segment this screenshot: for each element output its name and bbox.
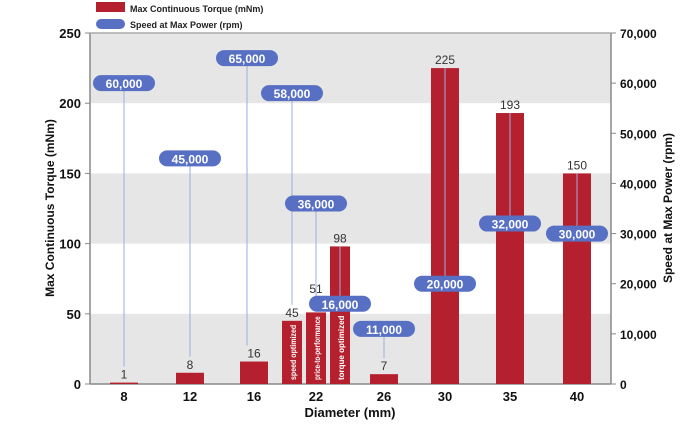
torque-bar [282,320,302,384]
y-tick-label: 50 [67,307,81,322]
speed-value-label: 11,000 [366,323,402,337]
bar-inner-label: price-to-performance [313,316,322,380]
x-tick-label: 16 [247,389,261,404]
speed-pill [546,225,608,242]
speed-pill [414,275,476,292]
torque-bar [370,374,398,384]
speed-value-label: 45,000 [172,152,209,166]
speed-pill [353,320,415,337]
torque-bar [110,382,138,384]
legend-swatch-speed [96,19,125,29]
y2-tick-label: 20,000 [620,278,657,292]
y2-tick-label: 10,000 [620,328,657,342]
y-tick-label: 100 [59,237,81,252]
speed-pill [285,195,347,212]
x-tick-label: 22 [309,389,323,404]
bar-inner-label: speed optimized [289,325,298,380]
legend-label-speed: Speed at Max Power (rpm) [130,20,243,30]
x-tick-label: 12 [183,389,197,404]
y-axis-label: Max Continuous Torque (mNm) [43,119,57,297]
legend-swatch-torque [96,2,125,12]
speed-value-label: 65,000 [229,52,266,66]
legend-label-torque: Max Continuous Torque (mNm) [130,4,263,14]
speed-value-label: 16,000 [322,298,359,312]
y-tick-label: 200 [59,96,81,111]
torque-bar [176,372,204,384]
torque-value-label: 193 [500,98,520,112]
torque-bar [330,246,350,384]
y-tick-label: 250 [59,26,81,41]
x-tick-label: 30 [438,389,452,404]
y2-axis-label: Speed at Max Power (rpm) [661,133,675,283]
x-tick-label: 26 [377,389,391,404]
y2-tick-label: 60,000 [620,77,657,91]
x-tick-label: 35 [503,389,517,404]
torque-value-label: 8 [187,358,194,372]
x-axis-label: Diameter (mm) [304,405,395,420]
speed-pill [261,85,323,102]
bar-inner-label: torque optimized [337,315,346,380]
speed-pill [93,75,155,92]
y-tick-label: 0 [74,377,81,392]
speed-value-label: 30,000 [559,228,596,242]
torque-value-label: 16 [247,347,261,361]
grid-band [90,33,611,104]
speed-value-label: 60,000 [106,77,143,91]
torque-bar [240,361,268,384]
speed-pill [159,150,221,167]
speed-value-label: 36,000 [298,197,335,211]
torque-value-label: 45 [285,306,299,320]
torque-value-label: 98 [333,231,347,245]
torque-value-label: 7 [381,359,388,373]
grid-band [90,173,611,244]
speed-value-label: 58,000 [274,87,311,101]
y2-tick-label: 30,000 [620,228,657,242]
y-tick-label: 150 [59,166,81,181]
y2-tick-label: 70,000 [620,27,657,41]
torque-bar [306,312,326,384]
torque-value-label: 150 [567,158,587,172]
y2-tick-label: 50,000 [620,127,657,141]
y2-tick-label: 0 [620,378,627,392]
speed-pill [479,215,541,232]
torque-value-label: 225 [435,53,455,67]
speed-pill [309,295,371,312]
x-tick-label: 8 [120,389,127,404]
torque-value-label: 1 [121,368,128,382]
grid-band [90,313,611,384]
x-tick-label: 40 [570,389,584,404]
y2-tick-label: 40,000 [620,177,657,191]
speed-pill [216,50,278,67]
speed-value-label: 20,000 [427,278,464,292]
speed-value-label: 32,000 [492,218,529,232]
